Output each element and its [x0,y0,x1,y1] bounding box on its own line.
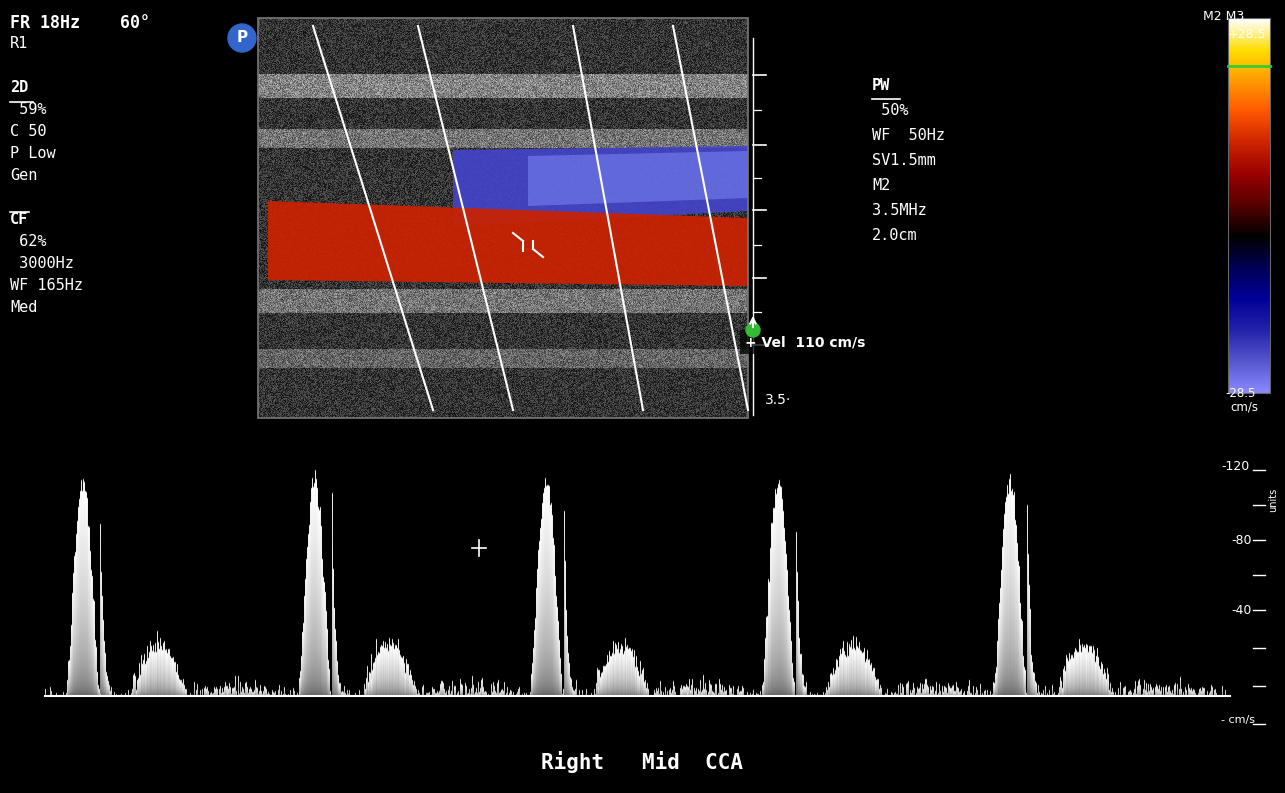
Text: 3000Hz: 3000Hz [10,256,73,271]
Bar [258,18,748,418]
Text: -80: -80 [1231,534,1252,546]
Text: P Low: P Low [10,146,55,161]
Bar [740,330,888,354]
Text: M2 M3: M2 M3 [1203,10,1244,23]
Text: C 50: C 50 [10,124,46,139]
Text: M2: M2 [873,178,891,193]
Text: + Vel  110 cm/s: + Vel 110 cm/s [745,335,865,349]
PathPatch shape [454,146,748,226]
Text: Right   Mid  CCA: Right Mid CCA [541,751,743,773]
Text: 59%: 59% [10,102,46,117]
Text: 3.5·: 3.5· [765,393,792,407]
Text: Gen: Gen [10,168,37,183]
Text: WF 165Hz: WF 165Hz [10,278,84,293]
Circle shape [227,24,256,52]
Text: - cm/s: - cm/s [1221,715,1255,725]
Text: -120: -120 [1222,461,1250,473]
Bar [1228,18,1270,393]
Text: PW: PW [873,78,891,93]
Text: WF  50Hz: WF 50Hz [873,128,944,143]
Text: 62%: 62% [10,234,46,249]
Text: -40: -40 [1231,603,1252,616]
Text: P: P [236,30,248,45]
Text: 2.0cm: 2.0cm [873,228,917,243]
Text: 3.5MHz: 3.5MHz [873,203,926,218]
Text: FR 18Hz    60°: FR 18Hz 60° [10,14,150,32]
Text: +28.5: +28.5 [1228,28,1267,41]
Circle shape [747,323,759,337]
Text: CF: CF [10,212,28,227]
Text: cm/s: cm/s [1230,400,1258,413]
Text: 2D: 2D [10,80,28,95]
Text: R1: R1 [10,36,28,51]
Text: SV1.5mm: SV1.5mm [873,153,935,168]
PathPatch shape [528,151,748,206]
Text: Med: Med [10,300,37,315]
PathPatch shape [269,201,748,286]
Text: units: units [1268,488,1279,512]
Text: -28.5: -28.5 [1225,387,1255,400]
Text: 50%: 50% [873,103,908,118]
